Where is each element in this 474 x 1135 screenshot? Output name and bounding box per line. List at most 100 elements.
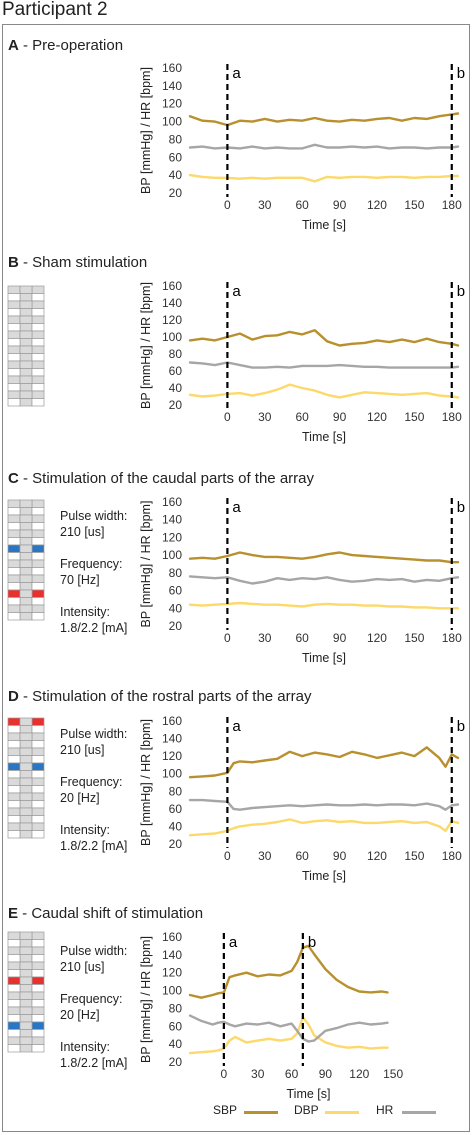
electrode-cell bbox=[19, 939, 33, 948]
x-tick-label: 30 bbox=[258, 198, 272, 212]
y-tick-label: 40 bbox=[169, 381, 183, 395]
y-tick-label: 100 bbox=[162, 115, 182, 129]
x-tick-label: 150 bbox=[404, 631, 424, 645]
electrode-cell bbox=[7, 931, 21, 940]
legend-dbp-swatch bbox=[325, 1111, 359, 1114]
x-tick-label: 150 bbox=[404, 849, 424, 863]
electrode-cell bbox=[31, 300, 45, 309]
electrode-cell bbox=[31, 390, 45, 399]
electrode-gap-cell bbox=[31, 537, 45, 546]
electrode-gap-cell bbox=[7, 368, 21, 377]
electrode-gap-cell bbox=[7, 800, 21, 809]
electrode-gap-cell bbox=[7, 353, 21, 362]
x-tick-label: 180 bbox=[442, 631, 462, 645]
electrode-cell bbox=[19, 353, 33, 362]
electrode-gap-cell bbox=[31, 293, 45, 302]
x-axis-label: Time [s] bbox=[302, 430, 346, 444]
x-tick-label: 90 bbox=[333, 849, 347, 863]
electrode-cell bbox=[7, 991, 21, 1000]
y-tick-label: 40 bbox=[169, 601, 183, 615]
electrode-gap-cell bbox=[7, 308, 21, 317]
series-line-sbp bbox=[188, 746, 460, 779]
y-tick-label: 120 bbox=[162, 97, 182, 111]
electrode-gap-cell bbox=[7, 1029, 21, 1038]
y-tick-label: 100 bbox=[162, 767, 182, 781]
y-tick-label: 60 bbox=[169, 150, 183, 164]
electrode-cell bbox=[19, 976, 33, 985]
x-tick-label: 60 bbox=[296, 631, 310, 645]
pulse-width-label: Pulse width: bbox=[60, 727, 128, 741]
electrode-cell bbox=[7, 732, 21, 741]
panel-title-text: - Pre-operation bbox=[18, 37, 124, 54]
electrode-cell bbox=[19, 522, 33, 531]
y-tick-label: 40 bbox=[169, 819, 183, 833]
series-line-dbp bbox=[188, 1016, 389, 1055]
intensity-label: Intensity: bbox=[60, 823, 111, 837]
chart-panel-c: 20 40 60 80 100 120 140 160 0 30 60 90 120 150 180 Time… bbox=[139, 495, 465, 665]
pulse-width-value: 210 [us] bbox=[60, 960, 105, 974]
series-line-hr bbox=[188, 361, 460, 369]
electrode-cell bbox=[31, 315, 45, 324]
series-line-hr bbox=[188, 1014, 389, 1043]
electrode-cell bbox=[19, 285, 33, 294]
electrode-cell bbox=[7, 285, 21, 294]
electrode-cell bbox=[19, 544, 33, 553]
electrode-gap-cell bbox=[7, 785, 21, 794]
electrode-gap-cell bbox=[31, 755, 45, 764]
y-tick-label: 20 bbox=[169, 619, 183, 633]
event-marker-label: a bbox=[232, 499, 241, 516]
electrode-cell bbox=[31, 499, 45, 508]
electrode-cell bbox=[19, 1021, 33, 1030]
event-marker-label: a bbox=[232, 283, 241, 300]
electrode-cell bbox=[7, 604, 21, 613]
x-tick-label: 0 bbox=[224, 631, 231, 645]
electrode-cell bbox=[7, 390, 21, 399]
electrode-cell bbox=[19, 961, 33, 970]
electrode-cell bbox=[31, 514, 45, 523]
electrode-gap-cell bbox=[7, 567, 21, 576]
electrode-cell bbox=[31, 747, 45, 756]
y-tick-label: 160 bbox=[162, 714, 182, 728]
chart-panel-a: 20 40 60 80 100 120 140 160 0 30 60 90 120 150 180 Time… bbox=[139, 61, 465, 232]
electrode-array-icon bbox=[7, 285, 45, 407]
y-tick-label: 60 bbox=[169, 802, 183, 816]
electrode-gap-cell bbox=[31, 567, 45, 576]
electrode-cell bbox=[7, 300, 21, 309]
electrode-cell bbox=[19, 1014, 33, 1023]
x-tick-label: 0 bbox=[221, 1067, 228, 1081]
electrode-cell bbox=[31, 976, 45, 985]
electrode-cell bbox=[7, 1036, 21, 1045]
electrode-cell bbox=[31, 807, 45, 816]
electrode-cell bbox=[19, 604, 33, 613]
x-tick-label: 30 bbox=[258, 410, 272, 424]
electrode-cell bbox=[31, 822, 45, 831]
y-tick-label: 120 bbox=[162, 966, 182, 980]
y-axis-label: BP [mmHg] / HR [bpm] bbox=[139, 67, 153, 194]
panel-a-title: A - Pre-operation bbox=[8, 37, 123, 55]
intensity-value: 1.8/2.2 [mA] bbox=[60, 621, 128, 635]
electrode-gap-cell bbox=[7, 597, 21, 606]
electrode-cell bbox=[31, 991, 45, 1000]
electrode-gap-cell bbox=[31, 597, 45, 606]
pulse-width-label: Pulse width: bbox=[60, 944, 128, 958]
x-tick-label: 150 bbox=[404, 198, 424, 212]
y-tick-label: 100 bbox=[162, 330, 182, 344]
electrode-gap-cell bbox=[7, 815, 21, 824]
electrode-cell bbox=[19, 1036, 33, 1045]
y-tick-label: 120 bbox=[162, 313, 182, 327]
figure-title: Participant 2 bbox=[2, 0, 108, 20]
y-tick-label: 160 bbox=[162, 930, 182, 944]
electrode-cell bbox=[7, 777, 21, 786]
electrode-cell bbox=[7, 315, 21, 324]
event-marker-label: b bbox=[457, 283, 465, 300]
electrode-cell bbox=[19, 330, 33, 339]
electrode-gap-cell bbox=[31, 323, 45, 332]
electrode-cell bbox=[19, 954, 33, 963]
frequency-label: Frequency: bbox=[60, 557, 123, 571]
electrode-cell bbox=[19, 383, 33, 392]
electrode-gap-cell bbox=[7, 770, 21, 779]
x-tick-label: 30 bbox=[258, 631, 272, 645]
electrode-gap-cell bbox=[31, 338, 45, 347]
y-tick-label: 140 bbox=[162, 296, 182, 310]
